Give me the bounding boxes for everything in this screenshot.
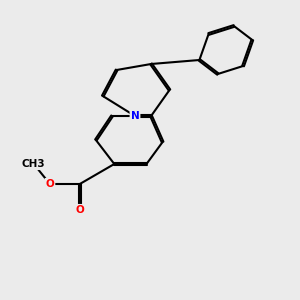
- Text: O: O: [75, 205, 84, 215]
- Text: N: N: [130, 111, 140, 121]
- Text: CH3: CH3: [22, 159, 46, 169]
- Text: O: O: [46, 179, 54, 189]
